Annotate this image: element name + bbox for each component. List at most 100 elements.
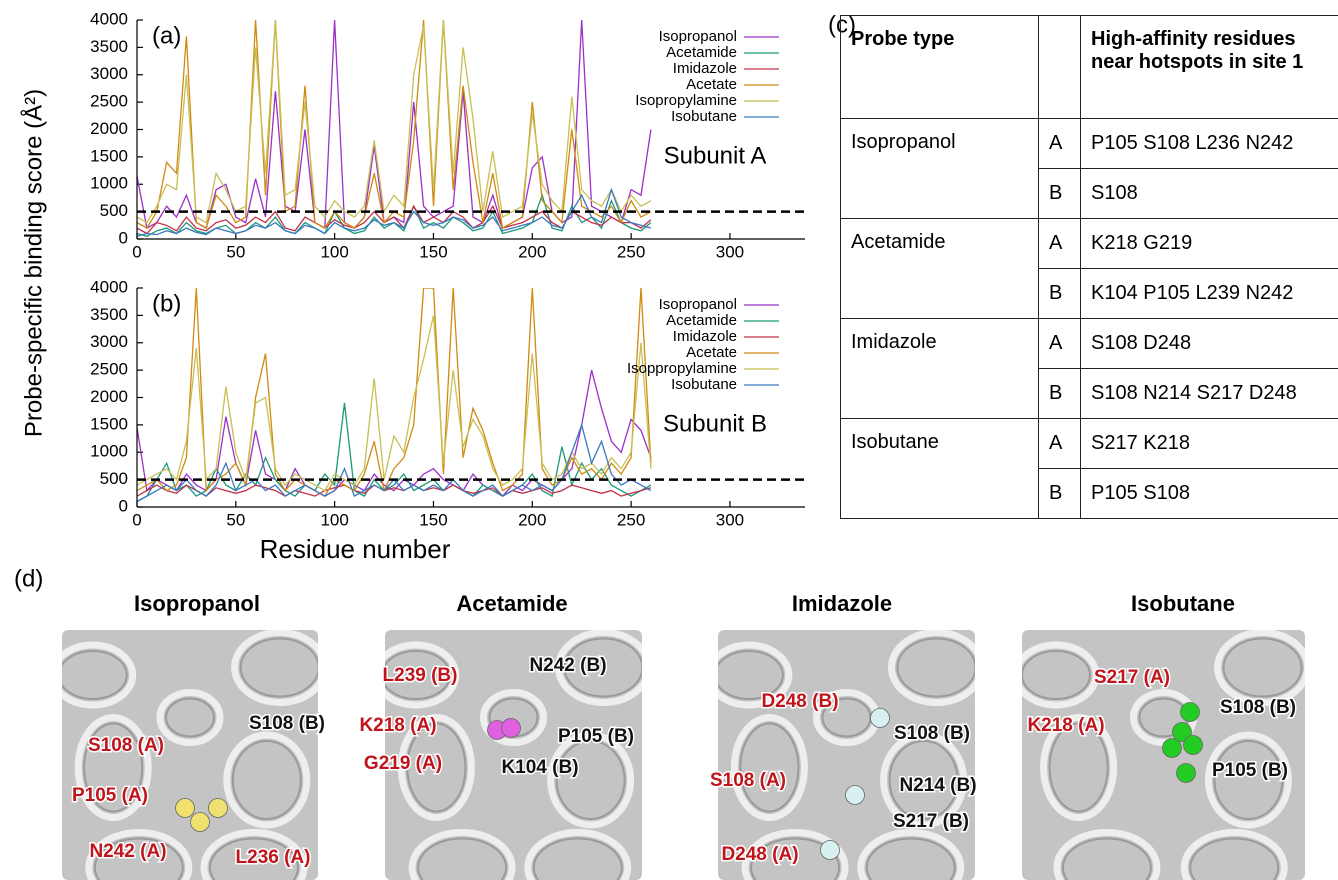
residue-label: S108 (B) bbox=[1220, 697, 1296, 718]
panel-title: Acetamide bbox=[456, 591, 567, 616]
y-tick-label: 3500 bbox=[90, 37, 128, 56]
legend-label: Imidazole bbox=[673, 328, 737, 345]
y-tick-label: 0 bbox=[119, 228, 128, 247]
legend-label: Imidazole bbox=[673, 60, 737, 77]
y-tick-label: 1500 bbox=[90, 414, 128, 433]
probe-sphere bbox=[191, 813, 210, 832]
series-line bbox=[137, 370, 651, 496]
y-tick-label: 500 bbox=[100, 201, 128, 220]
residue-label: G219 (A) bbox=[364, 753, 442, 774]
y-tick-label: 2000 bbox=[90, 119, 128, 138]
series-line bbox=[137, 315, 651, 490]
x-tick-label: 50 bbox=[226, 242, 245, 261]
x-tick-label: 150 bbox=[419, 242, 447, 261]
residues-cell: K104 P105 L239 N242 bbox=[1081, 269, 1338, 319]
subunit-cell: A bbox=[1039, 319, 1081, 369]
table-container: Probe type High-affinity residues near ho… bbox=[840, 15, 1338, 519]
structure-image bbox=[709, 630, 982, 880]
subunit-cell: A bbox=[1039, 119, 1081, 169]
y-tick-label: 2500 bbox=[90, 360, 128, 379]
y-tick-label: 4000 bbox=[90, 277, 128, 296]
legend-label: Isopropanol bbox=[659, 296, 737, 313]
residue-label: P105 (B) bbox=[1212, 760, 1288, 781]
panel-title: Isopropanol bbox=[134, 591, 260, 616]
residue-label: P105 (B) bbox=[558, 726, 634, 747]
residues-cell: P105 S108 bbox=[1081, 469, 1338, 519]
probe-sphere bbox=[209, 799, 228, 818]
probe-sphere bbox=[1184, 736, 1203, 755]
panel-label: (a) bbox=[152, 22, 181, 49]
x-tick-label: 150 bbox=[419, 510, 447, 529]
residue-label: D248 (B) bbox=[761, 691, 838, 712]
y-axis-label: Probe-specific binding score (Å²) bbox=[19, 89, 47, 437]
probe-sphere bbox=[176, 799, 195, 818]
annotation: Subunit A bbox=[664, 142, 767, 169]
y-tick-label: 3000 bbox=[90, 64, 128, 83]
residue-label: K218 (A) bbox=[1027, 715, 1104, 736]
y-tick-label: 1000 bbox=[90, 442, 128, 461]
y-tick-label: 3500 bbox=[90, 305, 128, 324]
x-tick-label: 300 bbox=[716, 242, 744, 261]
residue-label: S217 (A) bbox=[1094, 667, 1170, 688]
header-cell: Probe type bbox=[841, 16, 1039, 119]
subunit-cell: A bbox=[1039, 219, 1081, 269]
panel-title: Isobutane bbox=[1131, 591, 1235, 616]
residue-label: S108 (A) bbox=[710, 770, 786, 791]
x-tick-label: 200 bbox=[518, 510, 546, 529]
y-tick-label: 0 bbox=[119, 496, 128, 515]
plot-lines bbox=[137, 20, 651, 236]
x-tick-label: 250 bbox=[617, 242, 645, 261]
table-row: Probe type High-affinity residues near ho… bbox=[841, 16, 1338, 119]
y-tick-label: 1500 bbox=[90, 146, 128, 165]
residue-label: K218 (A) bbox=[359, 715, 436, 736]
panel-title: Imidazole bbox=[792, 591, 892, 616]
subunit-cell: B bbox=[1039, 169, 1081, 219]
legend-label: Acetamide bbox=[666, 44, 737, 61]
subunit-cell: A bbox=[1039, 419, 1081, 469]
x-tick-label: 100 bbox=[320, 242, 348, 261]
probe-cell: Imidazole bbox=[841, 319, 1039, 419]
residue-label: N214 (B) bbox=[899, 775, 976, 796]
subunit-cell: B bbox=[1039, 469, 1081, 519]
residues-cell: K218 G219 bbox=[1081, 219, 1338, 269]
residues-cell: S108 bbox=[1081, 169, 1338, 219]
probe-sphere bbox=[1163, 739, 1182, 758]
panel-label: (b) bbox=[152, 290, 181, 317]
plot-lines bbox=[137, 288, 651, 502]
y-tick-label: 4000 bbox=[90, 9, 128, 28]
x-tick-label: 300 bbox=[716, 510, 744, 529]
page: 0500100015002000250030003500400005010015… bbox=[0, 0, 1338, 880]
probe-sphere bbox=[846, 786, 865, 805]
series-line bbox=[137, 288, 651, 496]
y-tick-label: 3000 bbox=[90, 332, 128, 351]
residue-label: L236 (A) bbox=[236, 847, 311, 868]
subunit-cell: B bbox=[1039, 269, 1081, 319]
legend-label: Acetate bbox=[686, 344, 737, 361]
legend-label: Acetamide bbox=[666, 312, 737, 329]
x-tick-label: 0 bbox=[132, 510, 141, 529]
residue-label: N242 (A) bbox=[89, 841, 166, 862]
x-tick-label: 0 bbox=[132, 242, 141, 261]
table-row: ImidazoleAS108 D248 bbox=[841, 319, 1338, 369]
x-tick-label: 100 bbox=[320, 510, 348, 529]
y-tick-label: 500 bbox=[100, 469, 128, 488]
x-tick-label: 200 bbox=[518, 242, 546, 261]
residues-cell: S108 N214 S217 D248 bbox=[1081, 369, 1338, 419]
probe-sphere bbox=[502, 719, 521, 738]
series-line bbox=[137, 20, 651, 228]
x-axis-label: Residue number bbox=[260, 534, 451, 564]
probe-cell: Isobutane bbox=[841, 419, 1039, 519]
probe-cell: Acetamide bbox=[841, 219, 1039, 319]
legend-label: Isopropylamine bbox=[635, 92, 737, 109]
annotation: Subunit B bbox=[663, 410, 767, 437]
table: Probe type High-affinity residues near ho… bbox=[840, 15, 1338, 519]
y-tick-label: 2500 bbox=[90, 92, 128, 111]
legend-label: Isopropanol bbox=[659, 28, 737, 45]
header-cell: High-affinity residues near hotspots in … bbox=[1081, 16, 1338, 119]
probe-sphere bbox=[1177, 764, 1196, 783]
residue-label: L239 (B) bbox=[383, 665, 458, 686]
y-tick-label: 1000 bbox=[90, 174, 128, 193]
residue-label: P105 (A) bbox=[72, 785, 148, 806]
